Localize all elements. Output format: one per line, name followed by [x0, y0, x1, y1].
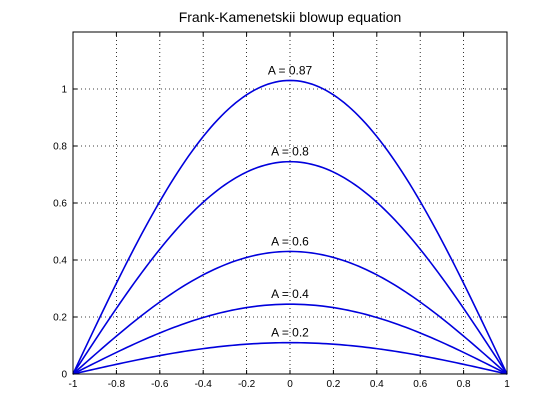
chart-title: Frank-Kamenetskii blowup equation [179, 9, 402, 25]
y-tick-label: 0.2 [53, 313, 67, 324]
x-tick-label: 0.4 [370, 379, 384, 390]
curve-label: A = 0.4 [271, 287, 309, 301]
x-tick-label: 0.6 [413, 379, 427, 390]
y-tick-label: 0.4 [53, 256, 67, 267]
curve-label: A = 0.87 [268, 63, 313, 77]
x-tick-label: 0.2 [326, 379, 340, 390]
x-tick-label: -0.8 [108, 379, 126, 390]
y-tick-label: 1 [61, 85, 67, 96]
y-tick-label: 0.8 [53, 142, 67, 153]
x-tick-label: 1 [504, 379, 510, 390]
x-tick-label: 0 [287, 379, 293, 390]
y-tick-label: 0.6 [53, 199, 67, 210]
x-tick-label: -0.6 [151, 379, 169, 390]
curve-label: A = 0.8 [271, 145, 309, 159]
x-tick-label: -0.2 [238, 379, 256, 390]
x-tick-label: -1 [69, 379, 78, 390]
x-tick-label: -0.4 [195, 379, 213, 390]
y-tick-label: 0 [61, 370, 67, 381]
x-tick-label: 0.8 [457, 379, 471, 390]
curve-label: A = 0.6 [271, 234, 309, 248]
curve-label: A = 0.2 [271, 326, 309, 340]
